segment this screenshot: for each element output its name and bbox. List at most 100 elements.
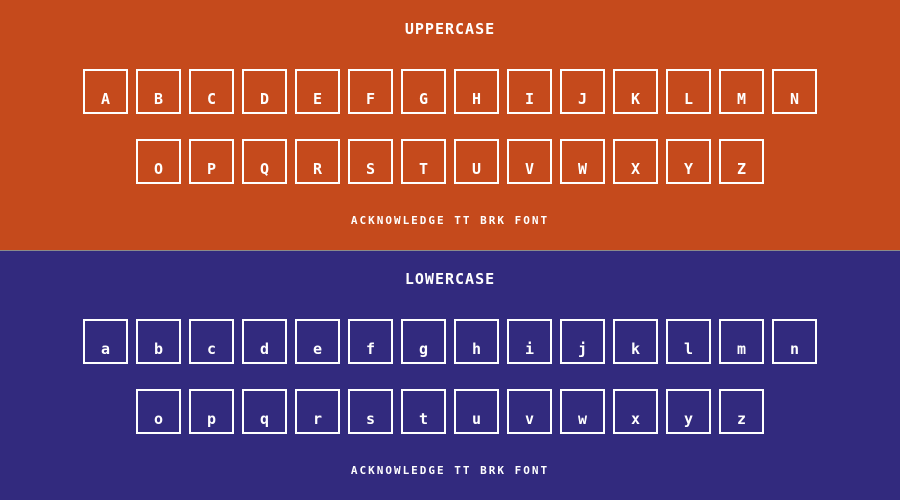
uppercase-section: UPPERCASE A B C D E F G H I J K L M N O P Q R S T U V W X Y Z AC… bbox=[0, 0, 900, 250]
section-title: UPPERCASE bbox=[404, 20, 496, 38]
glyph-char: c bbox=[206, 340, 217, 358]
glyph-row: A B C D E F G H I J K L M N bbox=[83, 69, 817, 114]
glyph-box: l bbox=[666, 319, 711, 364]
glyph-box: c bbox=[189, 319, 234, 364]
glyph-box: s bbox=[348, 389, 393, 434]
glyph-box: C bbox=[189, 69, 234, 114]
glyph-char: a bbox=[100, 340, 111, 358]
glyph-row: a b c d e f g h i j k l m n bbox=[83, 319, 817, 364]
glyph-char: P bbox=[206, 160, 217, 178]
glyph-char: X bbox=[630, 160, 641, 178]
glyph-box: e bbox=[295, 319, 340, 364]
glyph-char: H bbox=[471, 90, 482, 108]
glyph-box: T bbox=[401, 139, 446, 184]
glyph-box: u bbox=[454, 389, 499, 434]
glyph-box: d bbox=[242, 319, 287, 364]
glyph-char: L bbox=[683, 90, 694, 108]
glyph-char: Q bbox=[259, 160, 270, 178]
glyph-box: U bbox=[454, 139, 499, 184]
glyph-row: O P Q R S T U V W X Y Z bbox=[136, 139, 764, 184]
glyph-char: q bbox=[259, 410, 270, 428]
glyph-box: n bbox=[772, 319, 817, 364]
glyph-box: N bbox=[772, 69, 817, 114]
glyph-char: T bbox=[418, 160, 429, 178]
glyph-box: J bbox=[560, 69, 605, 114]
glyph-char: R bbox=[312, 160, 323, 178]
glyph-box: E bbox=[295, 69, 340, 114]
glyph-char: v bbox=[524, 410, 535, 428]
glyph-char: e bbox=[312, 340, 323, 358]
glyph-char: S bbox=[365, 160, 376, 178]
glyph-box: R bbox=[295, 139, 340, 184]
glyph-char: B bbox=[153, 90, 164, 108]
glyph-box: W bbox=[560, 139, 605, 184]
glyph-char: I bbox=[524, 90, 535, 108]
section-title: LOWERCASE bbox=[404, 270, 496, 288]
glyph-char: k bbox=[630, 340, 641, 358]
glyph-box: j bbox=[560, 319, 605, 364]
glyph-box: t bbox=[401, 389, 446, 434]
glyph-char: y bbox=[683, 410, 694, 428]
glyph-char: F bbox=[365, 90, 376, 108]
glyph-char: O bbox=[153, 160, 164, 178]
lowercase-section: LOWERCASE a b c d e f g h i j k l m n o p q r s t u v w x y z AC… bbox=[0, 250, 900, 500]
glyph-char: Y bbox=[683, 160, 694, 178]
glyph-box: g bbox=[401, 319, 446, 364]
glyph-char: x bbox=[630, 410, 641, 428]
glyph-box: K bbox=[613, 69, 658, 114]
glyph-box: V bbox=[507, 139, 552, 184]
glyph-box: Q bbox=[242, 139, 287, 184]
glyph-char: t bbox=[418, 410, 429, 428]
glyph-char: j bbox=[577, 340, 588, 358]
glyph-box: A bbox=[83, 69, 128, 114]
glyph-box: M bbox=[719, 69, 764, 114]
glyph-box: h bbox=[454, 319, 499, 364]
glyph-char: w bbox=[577, 410, 588, 428]
glyph-box: o bbox=[136, 389, 181, 434]
glyph-char: i bbox=[524, 340, 535, 358]
glyph-char: C bbox=[206, 90, 217, 108]
glyph-char: G bbox=[418, 90, 429, 108]
glyph-char: N bbox=[789, 90, 800, 108]
glyph-char: E bbox=[312, 90, 323, 108]
glyph-box: r bbox=[295, 389, 340, 434]
glyph-char: J bbox=[577, 90, 588, 108]
glyph-char: l bbox=[683, 340, 694, 358]
glyph-char: u bbox=[471, 410, 482, 428]
glyph-box: p bbox=[189, 389, 234, 434]
glyph-char: U bbox=[471, 160, 482, 178]
glyph-char: b bbox=[153, 340, 164, 358]
glyph-char: M bbox=[736, 90, 747, 108]
glyph-char: n bbox=[789, 340, 800, 358]
glyph-char: W bbox=[577, 160, 588, 178]
glyph-box: v bbox=[507, 389, 552, 434]
glyph-char: h bbox=[471, 340, 482, 358]
glyph-char: r bbox=[312, 410, 323, 428]
glyph-box: L bbox=[666, 69, 711, 114]
glyph-box: i bbox=[507, 319, 552, 364]
glyph-box: B bbox=[136, 69, 181, 114]
glyph-row: o p q r s t u v w x y z bbox=[136, 389, 764, 434]
glyph-box: F bbox=[348, 69, 393, 114]
glyph-char: K bbox=[630, 90, 641, 108]
glyph-box: x bbox=[613, 389, 658, 434]
glyph-char: p bbox=[206, 410, 217, 428]
glyph-char: Z bbox=[736, 160, 747, 178]
glyph-box: X bbox=[613, 139, 658, 184]
glyph-box: z bbox=[719, 389, 764, 434]
glyph-box: m bbox=[719, 319, 764, 364]
glyph-box: H bbox=[454, 69, 499, 114]
glyph-box: w bbox=[560, 389, 605, 434]
font-name-footer: ACKNOWLEDGE TT BRK FONT bbox=[350, 214, 550, 227]
glyph-char: m bbox=[736, 340, 747, 358]
glyph-char: A bbox=[100, 90, 111, 108]
glyph-box: S bbox=[348, 139, 393, 184]
glyph-char: d bbox=[259, 340, 270, 358]
glyph-box: I bbox=[507, 69, 552, 114]
glyph-box: a bbox=[83, 319, 128, 364]
glyph-char: g bbox=[418, 340, 429, 358]
glyph-box: P bbox=[189, 139, 234, 184]
glyph-box: Y bbox=[666, 139, 711, 184]
glyph-char: V bbox=[524, 160, 535, 178]
glyph-box: Z bbox=[719, 139, 764, 184]
